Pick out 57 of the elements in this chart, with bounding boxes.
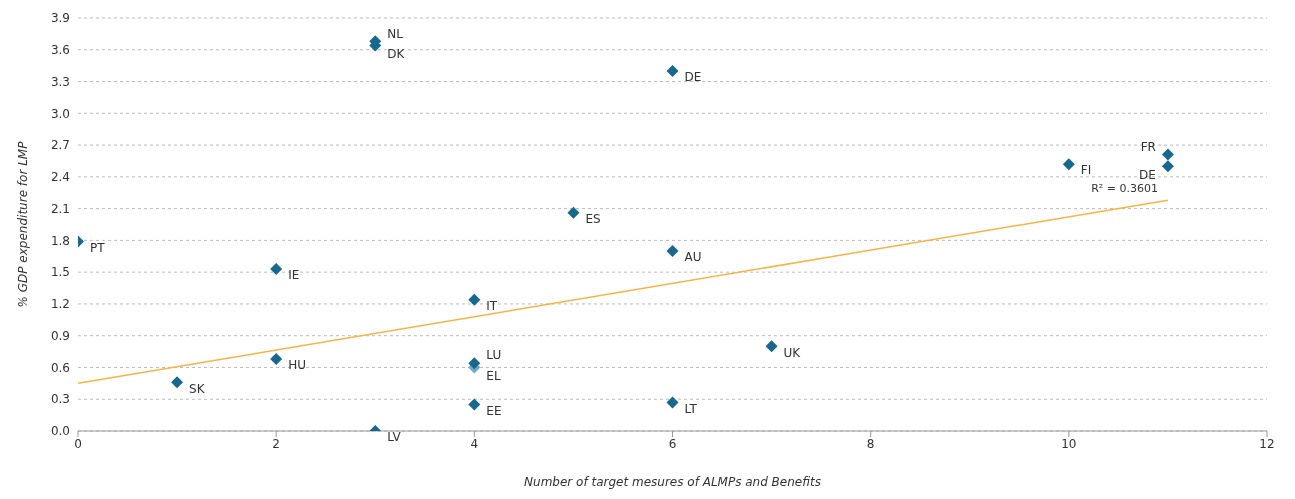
point — [1161, 160, 1174, 173]
point — [666, 396, 679, 409]
y-tick-label: 3.6 — [50, 43, 70, 58]
y-tick-label: 1.8 — [50, 233, 70, 248]
point — [1161, 148, 1174, 161]
y-tick-label: 0.3 — [50, 392, 70, 407]
annotation: NL — [387, 26, 404, 41]
annotation: UK — [783, 345, 802, 360]
y-tick-label: 2.1 — [50, 201, 70, 216]
annotation: FI — [1080, 163, 1092, 178]
point — [1062, 158, 1075, 171]
point — [468, 398, 481, 411]
x-tick-label: 4 — [470, 436, 479, 451]
annotation: IT — [486, 298, 498, 313]
y-tick-label: 0.0 — [50, 424, 70, 439]
x-axis-title: Number of target mesures of ALMPs and Benefits — [524, 475, 821, 489]
point — [270, 262, 283, 275]
annotation: R² = 0.3601 — [1091, 182, 1158, 196]
annotation: FR — [1140, 139, 1156, 154]
x-tick-label: 8 — [866, 436, 875, 451]
annotation: ES — [585, 212, 601, 227]
x-tick-label: 6 — [668, 436, 677, 451]
annotation: IE — [288, 268, 300, 283]
annotation: DK — [387, 46, 406, 61]
point — [468, 293, 481, 306]
annotation: EE — [486, 403, 502, 418]
annotation: DE — [684, 70, 702, 85]
y-tick-label: 1.2 — [50, 297, 70, 312]
x-tick-label: 2 — [272, 436, 280, 451]
annotation: DE — [1139, 167, 1156, 182]
annotation: AU — [684, 250, 702, 265]
annotation: LV — [387, 430, 402, 445]
y-tick-label: 2.4 — [50, 170, 70, 185]
y-axis-title: % GDP expenditure for LMP — [16, 140, 31, 308]
y-tick-label: 3.3 — [50, 74, 70, 89]
y-tick-label: 2.7 — [50, 138, 70, 153]
point — [666, 244, 679, 257]
x-tick-label: 10 — [1061, 436, 1077, 451]
annotation: EL — [486, 368, 501, 383]
annotation: PT — [90, 240, 106, 255]
point — [666, 64, 679, 77]
point — [468, 357, 481, 370]
point — [765, 340, 778, 353]
y-tick-label: 1.5 — [50, 265, 70, 280]
point — [270, 352, 283, 365]
y-tick-label: 0.6 — [50, 360, 70, 375]
point — [171, 376, 184, 389]
annotation: SK — [189, 381, 206, 396]
x-tick-label: 12 — [1259, 436, 1275, 451]
annotation: LT — [684, 401, 698, 416]
y-tick-label: 3.9 — [50, 11, 70, 26]
point — [567, 206, 580, 219]
y-tick-label: 0.9 — [50, 328, 70, 343]
x-tick-label: 0 — [74, 436, 82, 451]
annotation: HU — [288, 358, 306, 373]
y-tick-label: 3.0 — [50, 106, 70, 121]
annotation: LU — [486, 348, 502, 363]
